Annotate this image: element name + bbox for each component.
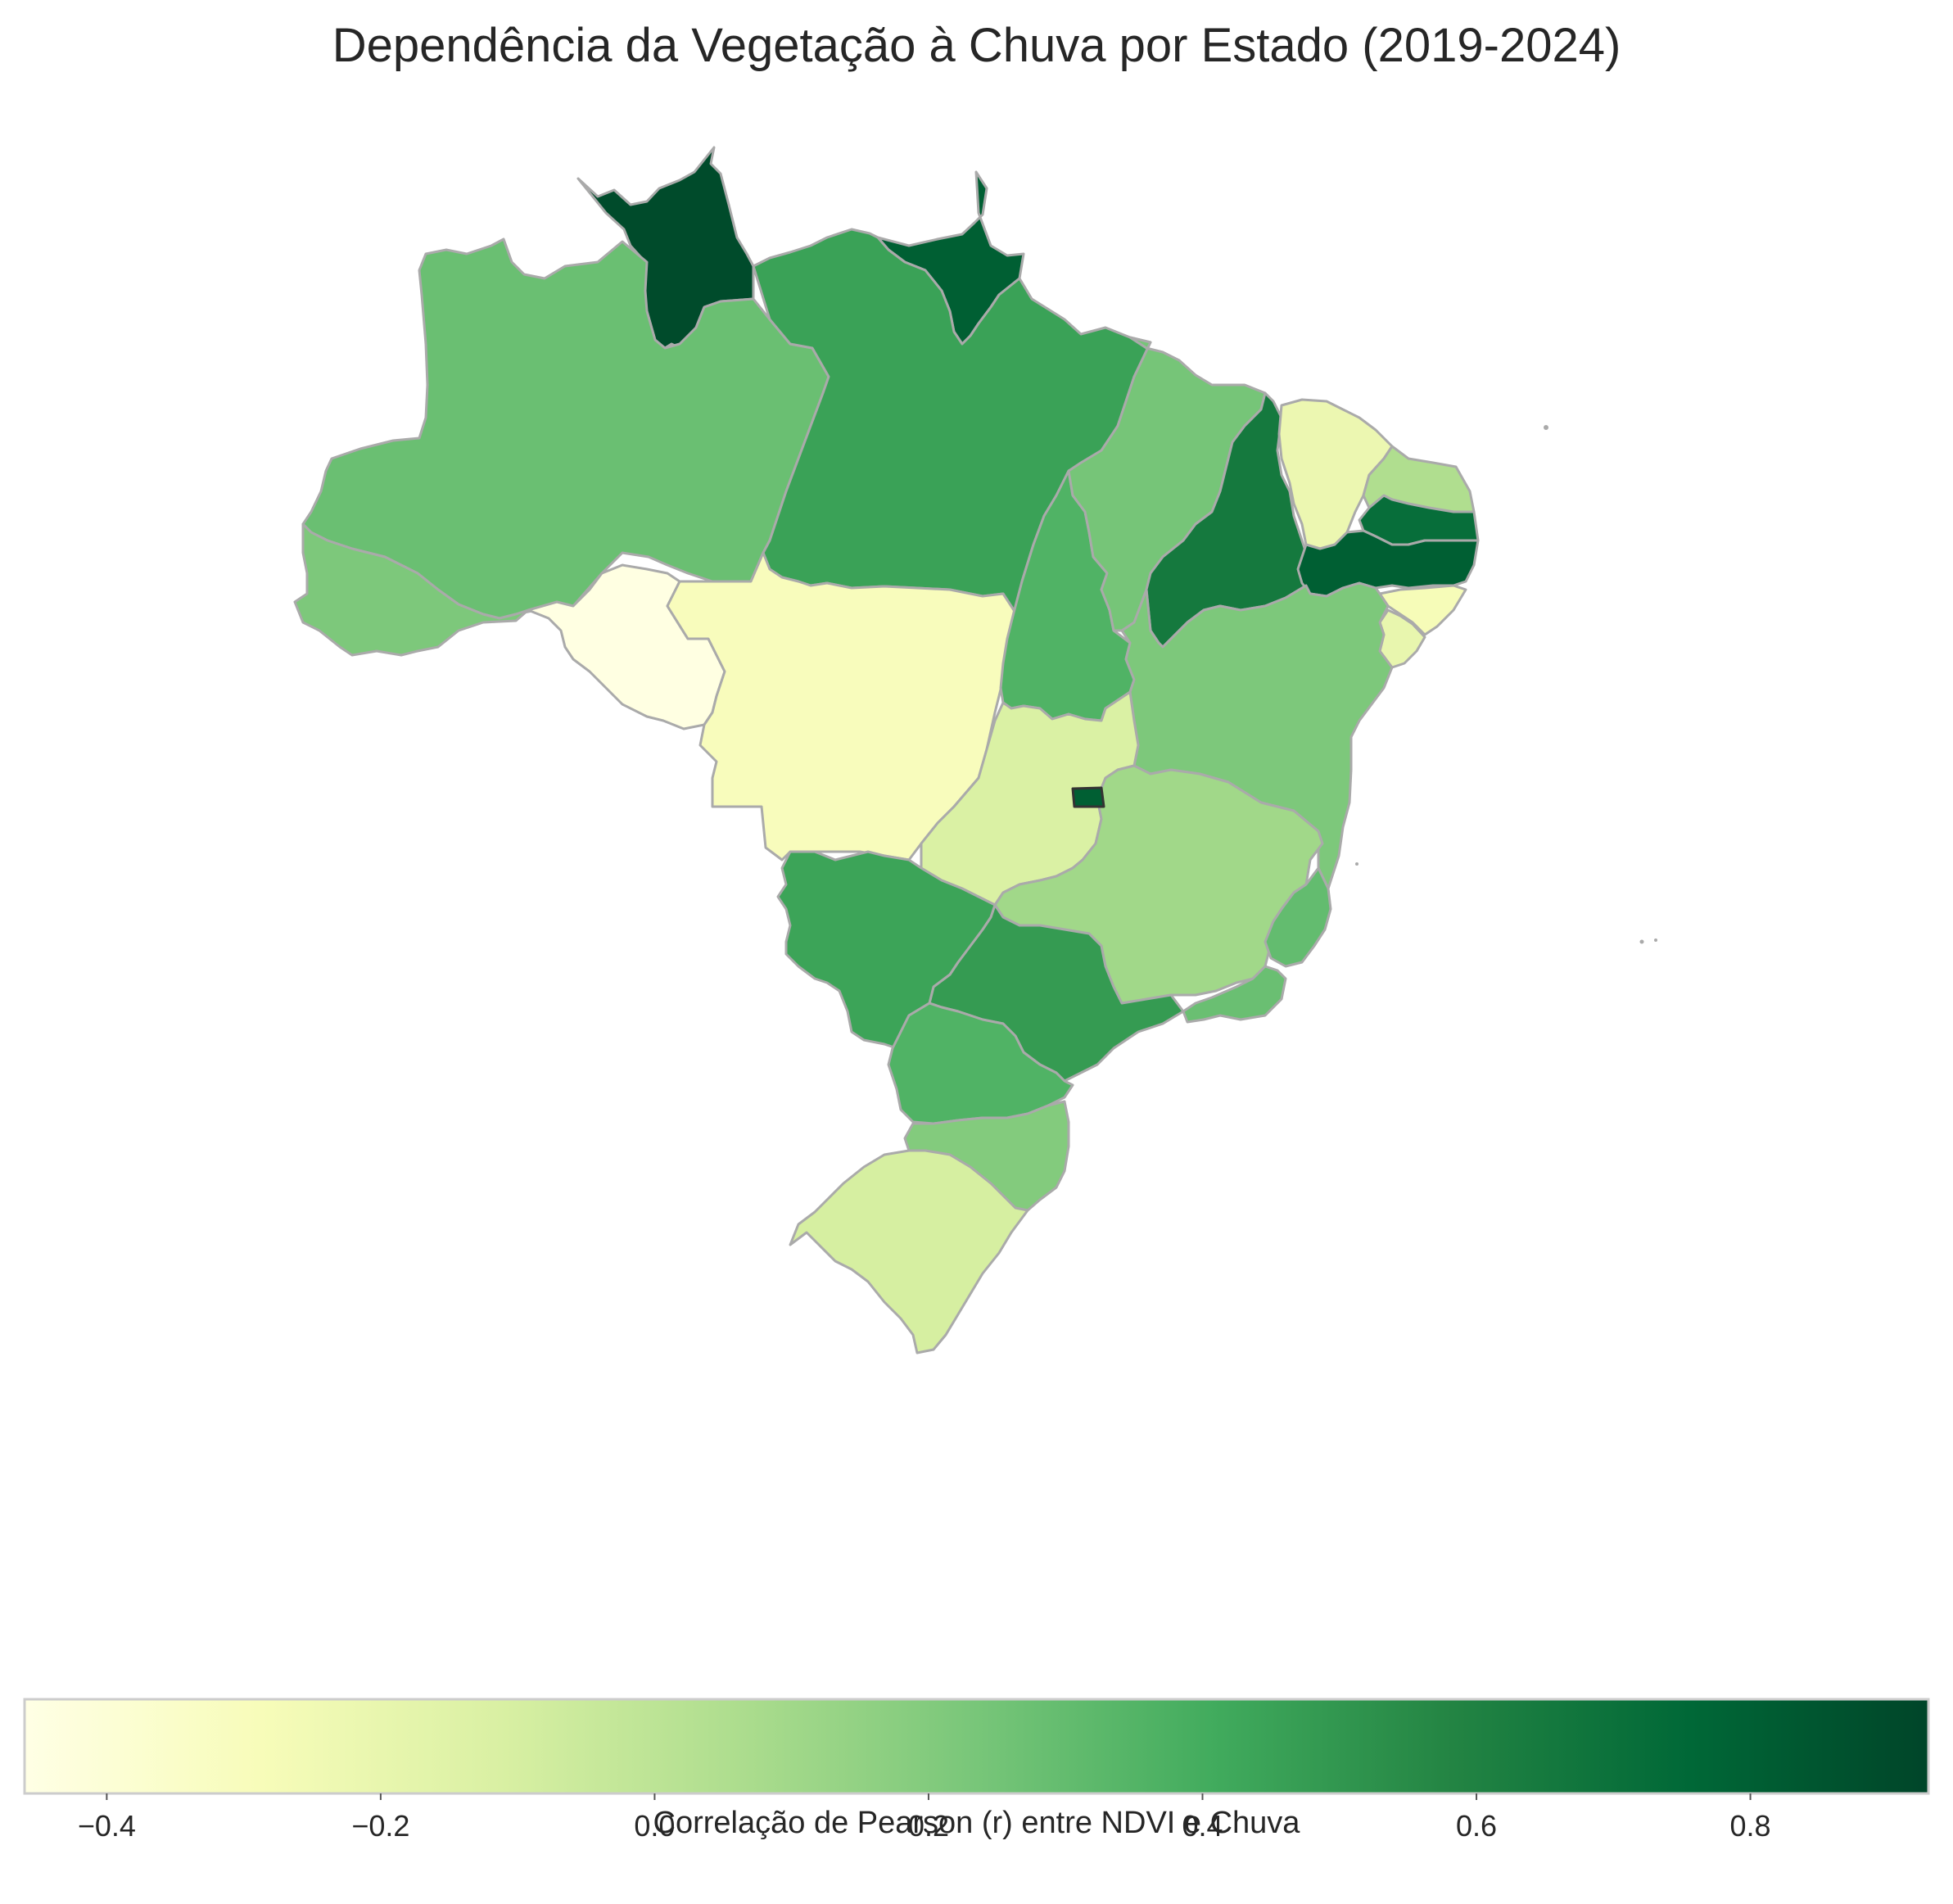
island-abrolhos — [1355, 862, 1359, 866]
state-CE — [1277, 398, 1394, 550]
colorbar-label: Correlação de Pearson (r) entre NDVI e C… — [653, 1806, 1300, 1840]
map-title: Dependência da Vegetação à Chuva por Est… — [332, 19, 1621, 72]
colorbar-tick-label: 0.4 — [1182, 1809, 1223, 1843]
colorbar-tick-label: 0.0 — [634, 1809, 675, 1843]
state-DF — [1071, 786, 1105, 808]
colorbar-gradient — [23, 1698, 1930, 1795]
colorbar-tick-label: −0.2 — [351, 1809, 409, 1843]
colorbar-tick-label: −0.4 — [78, 1809, 136, 1843]
state-AL — [1378, 584, 1467, 636]
state-AM — [301, 237, 830, 620]
island-trindade — [1639, 939, 1644, 944]
state-ES — [1264, 866, 1332, 968]
colorbar-tick-label: 0.6 — [1456, 1809, 1497, 1843]
state-AC — [293, 522, 530, 657]
colorbar-tick-label: 0.2 — [908, 1809, 949, 1843]
state-RJ — [1182, 965, 1287, 1024]
colorbar-tick-label: 0.8 — [1730, 1809, 1771, 1843]
island-fernando-de-noronha — [1544, 425, 1548, 430]
state-RS — [789, 1149, 1029, 1355]
island-martim-vaz — [1654, 938, 1657, 942]
